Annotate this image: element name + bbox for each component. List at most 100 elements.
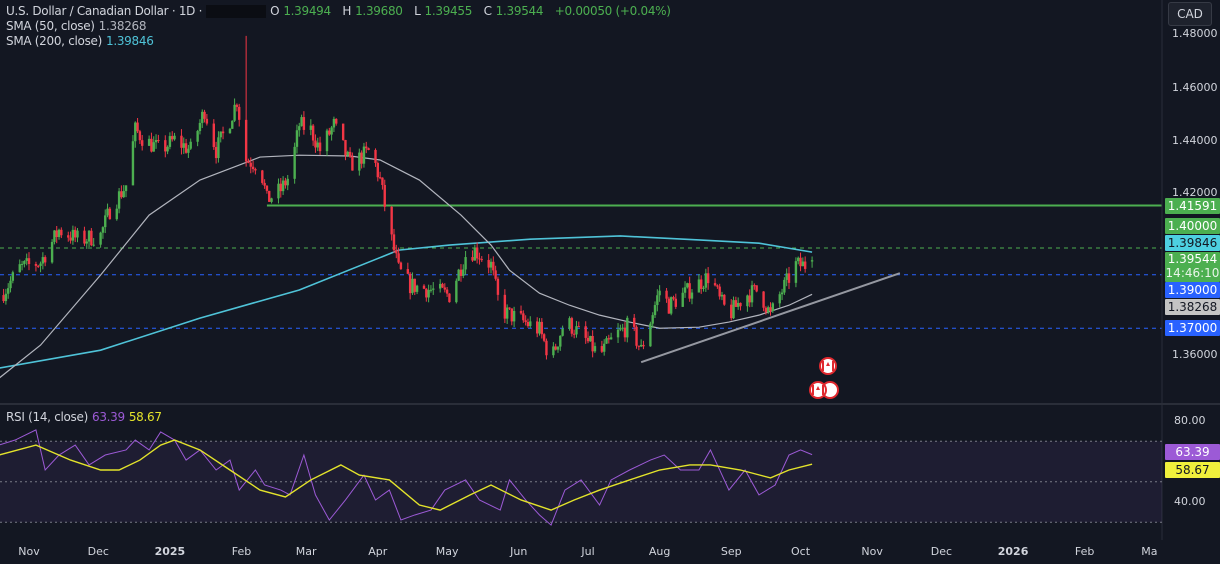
candle-body	[475, 247, 479, 259]
candle	[131, 135, 135, 186]
candle-body	[575, 326, 578, 335]
candle-body	[626, 317, 629, 338]
candle-body	[335, 118, 338, 124]
rsi-line	[0, 429, 813, 526]
candle-body	[383, 184, 386, 207]
candle	[284, 177, 287, 189]
candle-body	[228, 128, 232, 134]
candle-body	[399, 262, 403, 270]
rsi-legend[interactable]: RSI (14, close) 63.39 58.67	[6, 410, 162, 424]
candle-body	[706, 273, 710, 284]
candle-body	[589, 335, 592, 342]
candle-body	[519, 310, 523, 314]
time-axis-label: Dec	[930, 545, 953, 558]
currency-button[interactable]: CAD	[1168, 2, 1212, 26]
canada-event-icon[interactable]	[819, 357, 837, 375]
candle-body	[577, 326, 580, 328]
candle-body	[37, 265, 40, 267]
candle-body	[649, 323, 652, 347]
candle-body	[459, 269, 463, 276]
candle-body	[538, 321, 541, 334]
candle	[27, 252, 31, 271]
candle	[134, 121, 137, 148]
candle	[85, 238, 88, 249]
candle-body	[619, 328, 622, 330]
candle	[600, 340, 604, 353]
candle-body	[432, 288, 435, 290]
candle	[408, 272, 412, 300]
candle-body	[674, 298, 677, 307]
candle-body	[413, 278, 416, 292]
economic-events[interactable]	[809, 357, 839, 399]
sma200-legend[interactable]: SMA (200, close) 1.39846	[6, 34, 154, 48]
candle-body	[90, 230, 93, 246]
candle	[18, 259, 21, 273]
candle	[510, 308, 513, 326]
trendline[interactable]	[640, 272, 901, 364]
level-1.37-badge: 1.37000	[1165, 320, 1220, 336]
candle	[572, 329, 576, 339]
candle	[196, 129, 199, 147]
canada-event-icon[interactable]	[809, 381, 839, 399]
candle-body	[730, 304, 733, 319]
candle-body	[378, 177, 382, 179]
candle	[212, 119, 215, 150]
candle	[247, 158, 250, 164]
candle-body	[635, 326, 638, 346]
ohlc-open: O 1.39494	[270, 4, 331, 18]
candle	[219, 131, 222, 143]
time-axis-label: Mar	[295, 545, 317, 558]
candle	[374, 148, 377, 167]
symbol-legend[interactable]: U.S. Dollar / Canadian Dollar · 1D · O 1.3…	[6, 4, 675, 18]
rsi-axis-label: 80.00	[1174, 414, 1206, 427]
ohlc-high: H 1.39680	[342, 4, 403, 18]
rsi-pane[interactable]	[0, 429, 1162, 526]
candle-body	[524, 320, 527, 322]
candle	[351, 152, 354, 171]
candle	[459, 264, 463, 282]
candle-body	[526, 321, 530, 327]
candle	[173, 132, 176, 141]
price-axis-label: 1.44000	[1172, 134, 1218, 147]
candle-body	[212, 123, 215, 148]
candle-body	[623, 327, 627, 338]
sma50-legend[interactable]: SMA (50, close) 1.38268	[6, 19, 147, 33]
candle	[314, 134, 317, 153]
sma200-price-badge: 1.39846	[1165, 235, 1220, 251]
candle	[494, 265, 497, 281]
candle-body	[732, 300, 735, 319]
sma50-price-badge: 1.38268	[1165, 299, 1220, 315]
candle	[166, 145, 169, 155]
candle-body	[443, 287, 446, 290]
price-axis-label: 1.48000	[1172, 27, 1218, 40]
candle-body	[445, 289, 449, 294]
rsi-ma-value: 58.67	[128, 410, 162, 424]
candle-body	[665, 290, 668, 299]
candle	[755, 285, 758, 293]
candle-body	[219, 131, 222, 138]
candle	[690, 289, 694, 305]
candle-body	[736, 302, 740, 307]
candle-body	[438, 283, 442, 289]
candle-body	[7, 288, 10, 294]
candle	[187, 144, 190, 158]
candle	[591, 330, 594, 358]
price-pane[interactable]	[0, 35, 1162, 379]
candle	[265, 185, 269, 194]
candle	[101, 226, 105, 239]
candle-body	[360, 152, 363, 164]
candle	[41, 252, 45, 270]
candle	[619, 324, 622, 332]
candle	[184, 138, 188, 154]
candle-body	[182, 143, 185, 148]
candle-body	[616, 329, 620, 338]
candle-body	[71, 229, 75, 241]
candle	[716, 284, 719, 289]
candle-body	[600, 346, 604, 352]
candle	[769, 302, 772, 316]
candle-body	[27, 258, 31, 264]
candle	[233, 98, 236, 123]
candle-body	[462, 269, 465, 276]
candle-body	[753, 285, 756, 287]
